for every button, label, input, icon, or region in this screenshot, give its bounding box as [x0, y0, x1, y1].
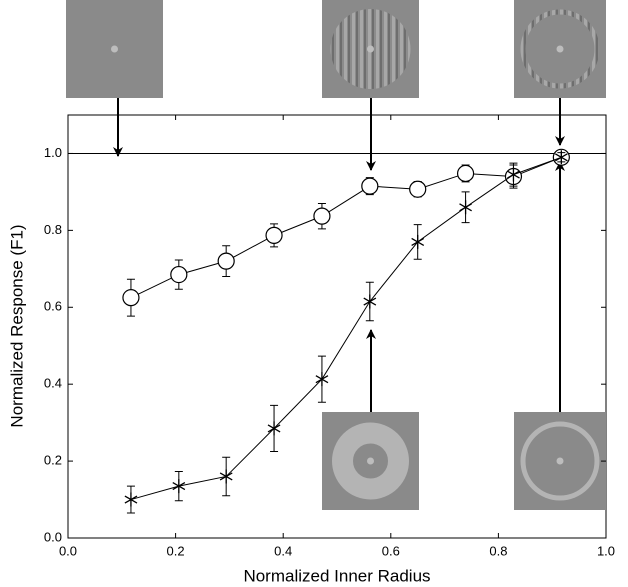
series-line	[130, 156, 562, 299]
inset-bottom-mid	[322, 412, 419, 510]
x-tick-label: 1.0	[597, 543, 615, 558]
star-marker	[411, 234, 425, 249]
y-tick-label: 1.0	[44, 145, 62, 160]
y-tick-label: 0.8	[44, 222, 62, 237]
circle-marker	[361, 177, 379, 195]
arrows	[113, 98, 565, 412]
x-tick-label: 0.0	[59, 543, 77, 558]
star-marker	[219, 469, 233, 484]
y-tick-label: 0.6	[44, 299, 62, 314]
circle-marker	[217, 252, 235, 270]
inset-top-right	[514, 0, 606, 98]
star-marker	[124, 492, 138, 507]
star-marker	[363, 294, 377, 309]
plot-frame	[67, 114, 607, 539]
star-marker	[172, 479, 186, 494]
y-tick-label: 0.4	[44, 376, 62, 391]
star-marker	[507, 167, 520, 182]
x-tick-label: 0.2	[167, 543, 185, 558]
x-tick-label: 0.6	[382, 543, 400, 558]
x-tick-label: 0.8	[489, 543, 507, 558]
inset-top-mid	[322, 0, 419, 98]
star-marker	[267, 421, 281, 436]
y-axis-title: Normalized Response (F1)	[7, 224, 26, 427]
star-marker	[459, 200, 472, 215]
circle-marker	[170, 265, 188, 284]
inset-top-left	[66, 0, 163, 98]
circle-marker	[313, 207, 331, 225]
inset-bottom-right	[514, 412, 606, 510]
star-marker	[315, 372, 329, 387]
star-marker	[554, 150, 568, 165]
series-line	[130, 156, 562, 501]
x-tick-label: 0.4	[274, 543, 292, 558]
y-tick-label: 0.2	[44, 453, 62, 468]
y-tick-label: 0.0	[44, 529, 62, 544]
circle-marker	[409, 180, 427, 198]
circle-marker	[456, 164, 475, 183]
x-axis-title: Normalized Inner Radius	[243, 566, 430, 585]
circle-marker	[122, 289, 140, 307]
circle-marker	[265, 226, 283, 244]
